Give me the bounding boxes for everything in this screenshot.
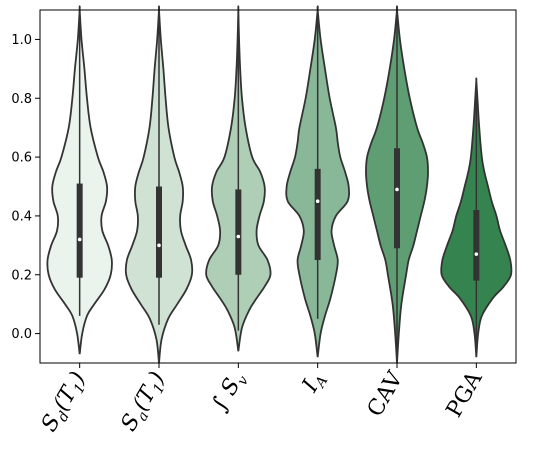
x-tick-label-3: ∫ Sv xyxy=(207,367,252,417)
violin-median-2 xyxy=(157,243,161,248)
y-tick-label: 0.0 xyxy=(11,327,32,342)
violin-median-3 xyxy=(236,234,241,239)
violin-median-5 xyxy=(395,187,399,192)
x-tick-label-1: Sd(T1) xyxy=(37,368,94,438)
x-tick-label-6: PGA xyxy=(442,367,488,422)
x-tick-label-5: CAV xyxy=(363,367,409,422)
violin-median-4 xyxy=(315,199,320,204)
x-axis: Sd(T1) Sa(T1) ∫ Sv IA CAV PGA xyxy=(37,363,488,438)
x-tick-label-4: IA xyxy=(297,368,331,399)
x-label-part: PGA xyxy=(442,367,488,422)
violin-iqr-box-3 xyxy=(235,189,242,275)
violin-iqr-box-1 xyxy=(76,183,83,278)
y-tick-label: 0.8 xyxy=(11,92,32,107)
violin-iqr-box-2 xyxy=(156,186,162,278)
y-tick-label: 0.2 xyxy=(11,268,32,283)
x-tick-label-2: Sa(T1) xyxy=(116,368,172,438)
violin-iqr-box-5 xyxy=(394,148,400,249)
y-tick-label: 0.6 xyxy=(11,151,32,166)
violins-group xyxy=(46,5,513,364)
violin-iqr-box-4 xyxy=(314,168,321,261)
x-label-part: CAV xyxy=(363,367,409,422)
violin-iqr-box-6 xyxy=(473,210,480,281)
y-axis: 0.0 0.2 0.4 0.6 0.8 1.0 xyxy=(11,33,40,342)
y-tick-label: 0.4 xyxy=(11,209,32,224)
plot-frame xyxy=(39,9,517,364)
violin-median-1 xyxy=(77,237,82,242)
y-tick-label: 1.0 xyxy=(11,33,32,48)
violin-median-6 xyxy=(474,252,479,256)
